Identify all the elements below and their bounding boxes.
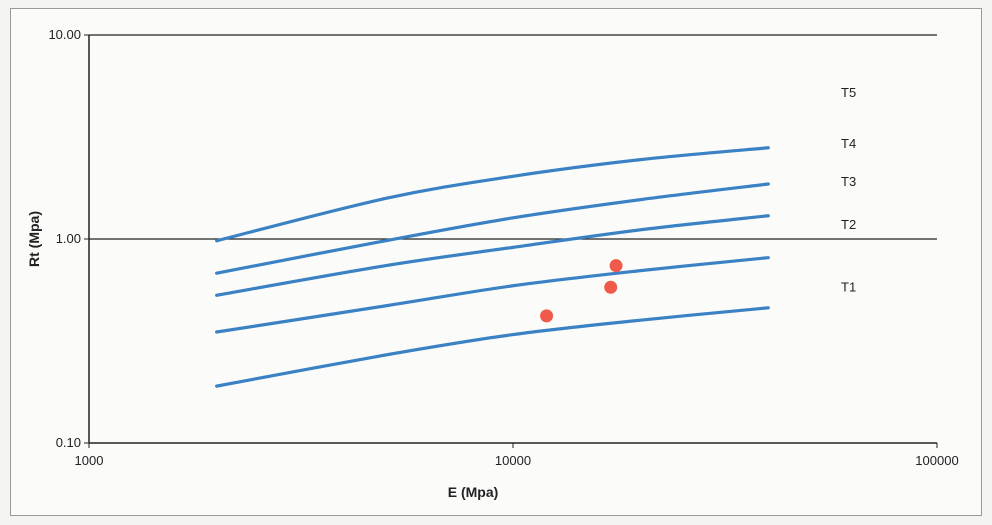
tick-layer: 1000 10000 100000 0.10 1.00 10.00 <box>48 27 958 468</box>
fatigue-curve <box>215 306 770 388</box>
curve-label: T5 <box>841 85 856 100</box>
x-tick-label: 1000 <box>75 453 104 468</box>
curve-label: T1 <box>841 279 856 294</box>
curve-label: T3 <box>841 174 856 189</box>
fatigue-curve <box>215 146 770 243</box>
x-axis-title: E (Mpa) <box>448 484 499 500</box>
fatigue-curve <box>215 182 770 275</box>
y-tick-label: 1.00 <box>56 231 81 246</box>
y-tick-label: 10.00 <box>48 27 81 42</box>
data-point <box>609 259 623 273</box>
point-layer <box>540 259 623 323</box>
x-tick-label: 100000 <box>915 453 958 468</box>
data-point <box>540 309 554 323</box>
y-tick-label: 0.10 <box>56 435 81 450</box>
curve-label-layer: T1 T2 T3 T4 T5 <box>841 85 856 294</box>
curve-layer <box>215 146 770 388</box>
fatigue-curve <box>215 214 770 297</box>
data-point <box>604 280 618 294</box>
fatigue-curve <box>215 256 770 334</box>
x-tick-label: 10000 <box>495 453 531 468</box>
curve-label: T4 <box>841 136 856 151</box>
chart-frame: 1000 10000 100000 0.10 1.00 10.00 T1 T2 T3 T4 T5 … <box>10 8 982 516</box>
y-axis-title: Rt (Mpa) <box>26 211 42 267</box>
curve-label: T2 <box>841 217 856 232</box>
grid-layer <box>89 34 937 444</box>
